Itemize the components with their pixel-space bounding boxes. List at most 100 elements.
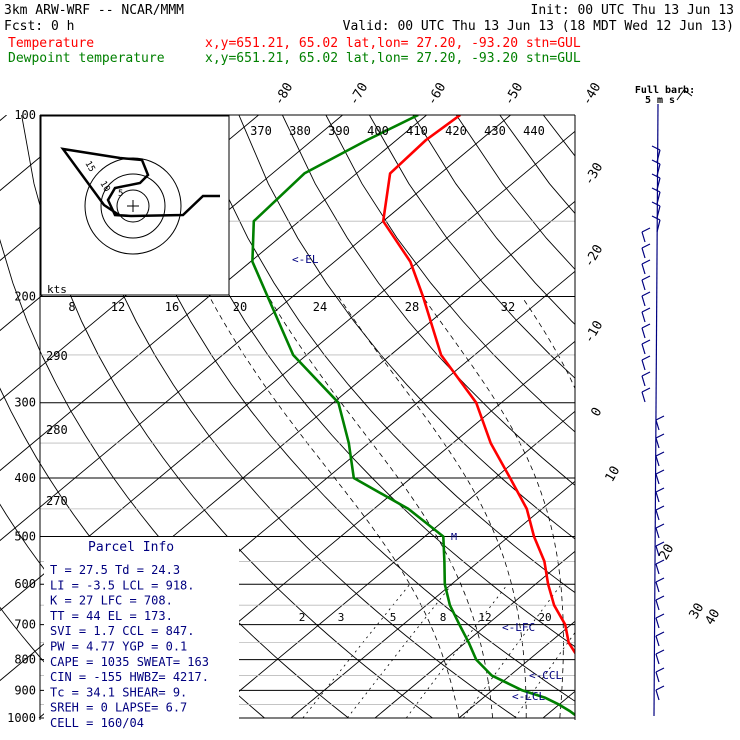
- mixing-bottom-label: 20: [538, 611, 551, 624]
- moist-adiabat-line: [661, 297, 733, 719]
- sounding-profiles: [251, 115, 575, 717]
- mixing-top-label: 8: [68, 300, 75, 314]
- mixing-top-label: 28: [405, 300, 419, 314]
- pressure-axis-labels: 100 200 300 400 500 600 700 800 900 1000: [7, 108, 36, 725]
- wind-barb-flag: [655, 595, 665, 601]
- isotherm-label: -70: [347, 80, 372, 108]
- wind-barb-flag: [655, 505, 665, 511]
- parcel-row: LI = -3.5 LCL = 918.: [50, 578, 195, 592]
- theta-label-390: 390: [328, 124, 350, 138]
- wind-barb-flag: [655, 469, 665, 475]
- wind-barb: [655, 635, 660, 647]
- dewpoint-profile: [251, 115, 575, 717]
- isotherm-label: 40: [703, 607, 724, 628]
- dry-adiabat-label: 270: [46, 494, 68, 508]
- wind-barb-flag: [641, 323, 651, 329]
- freezing-level-marker: M: [451, 532, 457, 543]
- isotherm-label: 20: [657, 542, 678, 563]
- dry-adiabat-line: [630, 115, 740, 718]
- isotherm-label: 10: [603, 464, 624, 485]
- mixing-top-label: 20: [233, 300, 247, 314]
- mixing-top-label: 16: [165, 300, 179, 314]
- isotherm-line: [627, 115, 740, 718]
- wind-barb-flag: [655, 433, 665, 439]
- wind-barb-flag: [641, 387, 651, 393]
- wind-barb: [656, 205, 661, 219]
- lcl-marker: <-LCL: [512, 690, 545, 703]
- wind-barb-flag: [655, 577, 665, 583]
- wind-barb-flag: [655, 451, 665, 457]
- barb-legend-line2: 5 m s: [645, 95, 675, 106]
- isotherm-line: [122, 340, 575, 719]
- isotherm-line: [374, 550, 575, 719]
- wind-barb: [655, 689, 660, 701]
- parcel-row: CELL = 160/04: [50, 716, 144, 730]
- wind-barb-flag: [655, 613, 665, 619]
- parcel-panel-background: [44, 537, 239, 720]
- hodograph-inset: 5 10 15 kts: [40, 115, 230, 296]
- wind-barb: [655, 509, 660, 521]
- wind-barb-flag: [651, 159, 661, 165]
- wind-barb: [641, 391, 646, 403]
- wind-barb-flag: [655, 631, 665, 637]
- wind-barb-flag: [641, 259, 651, 265]
- wind-barb: [655, 545, 660, 557]
- wind-barb-flag: [655, 487, 665, 493]
- parcel-row: SREH = 0 LAPSE= 6.7: [50, 701, 187, 715]
- temperature-profile: [381, 115, 575, 655]
- isotherm-label: -10: [582, 318, 607, 346]
- parcel-row: CAPE = 1035 SWEAT= 163: [50, 655, 209, 669]
- theta-labels: 370 380 390 400 410 420 430 440: [250, 124, 545, 138]
- mixing-top-label: 32: [501, 300, 515, 314]
- wind-barb-flag: [655, 541, 665, 547]
- dewpoint-legend-info: x,y=651.21, 65.02 lat,lon= 27.20, -93.20…: [205, 51, 581, 66]
- el-marker: <-EL: [292, 253, 319, 266]
- mixing-bottom-label: 3: [338, 611, 345, 624]
- isotherm-label: 30: [687, 601, 708, 622]
- moist-adiabat-line: [209, 296, 460, 719]
- wind-barb: [656, 163, 661, 177]
- isotherm-label: 0: [589, 405, 606, 419]
- theta-label-370: 370: [250, 124, 272, 138]
- parcel-row: SVI = 1.7 CCL = 847.: [50, 624, 195, 638]
- hodograph-trace: [60, 147, 220, 218]
- wind-barb-flag: [655, 559, 665, 565]
- wind-barb: [655, 671, 660, 683]
- theta-label-420: 420: [445, 124, 467, 138]
- hodograph-ring-label-15: 15: [82, 160, 96, 174]
- mixing-top-label: 12: [111, 300, 125, 314]
- wind-barb-flag: [651, 173, 661, 179]
- parcel-row: T = 27.5 Td = 24.3: [50, 563, 180, 577]
- dry-adiabat-label: 290: [46, 349, 68, 363]
- moist-adiabat-line: [267, 296, 493, 719]
- barb-legend-icon: [676, 89, 693, 101]
- wind-barb: [656, 191, 661, 205]
- wind-barb: [655, 419, 660, 431]
- parcel-row: PW = 4.77 YGP = 0.1: [50, 640, 187, 654]
- ccl-marker: <-CCL: [529, 669, 562, 682]
- wind-barb-flag: [655, 667, 665, 673]
- wind-barb: [641, 375, 646, 387]
- dry-adiabat-line: [238, 115, 575, 540]
- pressure-label-400: 400: [14, 471, 36, 485]
- moist-adiabat-line: [422, 296, 564, 719]
- wind-barb: [655, 563, 660, 575]
- theta-label-430: 430: [484, 124, 506, 138]
- mixing-ratio-labels: 8 12 16 20 24 28 32 2 3 5 8 12 20: [68, 300, 551, 624]
- dry-adiabat-labels: 290 280 270: [46, 349, 68, 508]
- hodograph-ring-5: [116, 189, 150, 223]
- isotherm-label: -50: [502, 80, 527, 108]
- wind-barb-flag: [641, 291, 651, 297]
- wind-barb: [641, 359, 646, 371]
- hodograph-units: kts: [47, 283, 67, 296]
- lfc-marker: <-LFC: [502, 621, 535, 634]
- wind-barb: [641, 231, 646, 243]
- isotherm-line: [0, 130, 575, 612]
- dry-adiabat-label: 280: [46, 423, 68, 437]
- wind-barb-flag: [641, 307, 651, 313]
- hodograph-ring-label-5: 5: [118, 189, 123, 199]
- pressure-label-1000: 1000: [7, 711, 36, 725]
- mixing-bottom-label: 5: [390, 611, 397, 624]
- pressure-label-700: 700: [14, 618, 36, 632]
- wind-barb: [655, 491, 660, 503]
